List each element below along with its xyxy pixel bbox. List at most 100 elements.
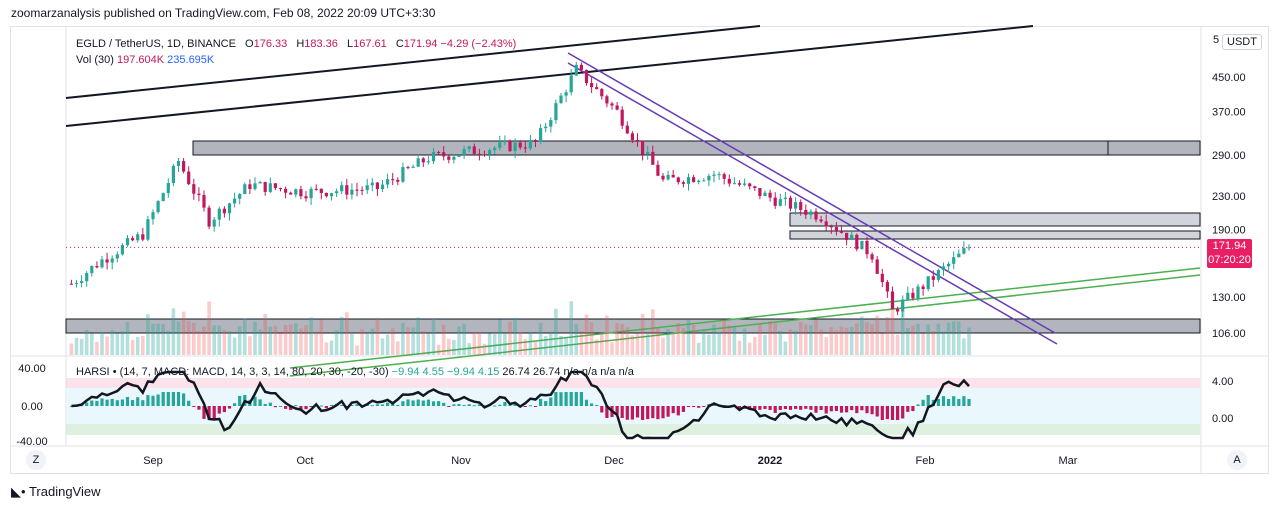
osc-histogram-bar — [564, 392, 568, 406]
volume-bar — [237, 326, 242, 355]
price-tick-label: 106.00 — [1212, 328, 1246, 340]
osc-histogram-bar — [477, 404, 481, 406]
candle-body — [243, 184, 247, 195]
candle-body — [732, 183, 736, 185]
volume-bar — [895, 334, 900, 355]
osc-histogram-bar — [136, 397, 140, 406]
volume-bar — [804, 324, 808, 355]
candle-body — [758, 188, 762, 197]
candle-body — [131, 238, 135, 241]
candle-body — [605, 96, 609, 104]
volume-bar — [166, 330, 171, 355]
candle-body — [370, 182, 374, 186]
volume-bar — [880, 333, 885, 355]
price-tick-label: 370.00 — [1212, 107, 1246, 119]
osc-histogram-bar — [375, 404, 379, 406]
volume-bar — [477, 332, 482, 355]
volume-bar — [717, 332, 721, 355]
time-tick-label: Dec — [604, 455, 624, 467]
osc-histogram-bar — [386, 402, 390, 406]
indicator-name[interactable]: HARSI — [76, 366, 110, 378]
candle-body — [472, 146, 476, 154]
candle-body — [681, 182, 685, 184]
legend-symbol[interactable]: EGLD / TetherUS, 1D, BINANCE — [76, 38, 236, 50]
osc-histogram-bar — [421, 400, 425, 406]
osc-histogram-bar — [105, 399, 109, 406]
candle-body — [651, 151, 655, 165]
volume-bar — [589, 322, 594, 355]
zoom-button[interactable]: Z — [26, 450, 46, 470]
osc-left-tick: 40.00 — [18, 363, 46, 375]
osc-rsi-line — [71, 370, 970, 440]
volume-bar — [385, 334, 390, 355]
osc-histogram-bar — [197, 406, 201, 410]
osc-left-tick: -40.00 — [16, 436, 47, 448]
volume-bar — [411, 327, 415, 355]
volume-bar — [273, 325, 278, 355]
currency-button[interactable]: USDT — [1222, 34, 1262, 50]
osc-histogram-bar — [370, 405, 374, 407]
candle-body — [799, 202, 803, 210]
volume-bar — [696, 342, 701, 355]
candle-body — [222, 208, 226, 214]
candle-body — [426, 161, 430, 163]
candle-body — [69, 283, 73, 285]
candle-body — [217, 208, 221, 220]
volume-bar — [849, 326, 854, 355]
candle-body — [498, 142, 502, 148]
volume-bar — [319, 319, 324, 355]
osc-histogram-bar — [304, 406, 308, 410]
volume-bar — [936, 323, 941, 355]
candle-body — [595, 87, 599, 90]
osc-histogram-bar — [131, 400, 135, 406]
volume-bar — [135, 336, 140, 355]
osc-histogram-bar — [926, 395, 930, 406]
osc-histogram-bar — [686, 406, 691, 407]
osc-histogram-bar — [809, 406, 813, 410]
price-tick-label: 130.00 — [1212, 292, 1246, 304]
volume-bar — [860, 316, 864, 355]
osc-histogram-bar — [676, 406, 680, 416]
candle-body — [503, 141, 507, 143]
current-price: 171.94 — [1212, 240, 1247, 252]
candle-body — [166, 183, 170, 194]
osc-histogram-bar — [95, 400, 99, 406]
candle-body — [574, 64, 578, 76]
osc-histogram-bar — [294, 405, 298, 407]
osc-histogram-bar — [829, 406, 833, 412]
volume-bar — [503, 332, 507, 355]
osc-histogram-bar — [758, 406, 762, 410]
candle-body — [345, 185, 349, 195]
volume-bar — [788, 328, 793, 355]
time-tick-label: Sep — [143, 455, 163, 467]
volume-bar — [900, 311, 905, 355]
volume-bar — [95, 341, 99, 355]
auto-scale-button[interactable]: A — [1227, 450, 1247, 470]
volume-bar — [594, 339, 599, 355]
osc-histogram-bar — [141, 400, 145, 406]
price-tick-label: 230.00 — [1212, 191, 1246, 203]
osc-histogram-bar — [401, 401, 405, 406]
volume-bar — [702, 330, 706, 355]
osc-histogram-bar — [125, 396, 130, 406]
green-trendline-upper — [289, 267, 1201, 369]
osc-histogram-bar — [737, 406, 742, 409]
osc-histogram-bar — [666, 406, 670, 417]
candle-body — [115, 254, 119, 259]
osc-left-tick: 0.00 — [21, 401, 42, 413]
osc-histogram-bar — [906, 406, 910, 412]
candle-body — [273, 183, 277, 189]
osc-right-tick: 0.00 — [1212, 413, 1233, 425]
osc-histogram-bar — [278, 405, 283, 407]
legend-volume-label[interactable]: Vol (30) — [76, 54, 114, 66]
volume-bar — [472, 332, 477, 355]
osc-histogram-bar — [472, 405, 476, 407]
osc-histogram-bar — [258, 399, 262, 406]
osc-overbought-band — [66, 378, 1200, 388]
channel-upper-line — [65, 25, 761, 99]
volume-bar — [528, 332, 533, 355]
candle-body — [539, 128, 543, 142]
candle-body — [748, 183, 752, 187]
volume-bar — [452, 339, 456, 355]
osc-histogram-bar — [615, 406, 619, 415]
